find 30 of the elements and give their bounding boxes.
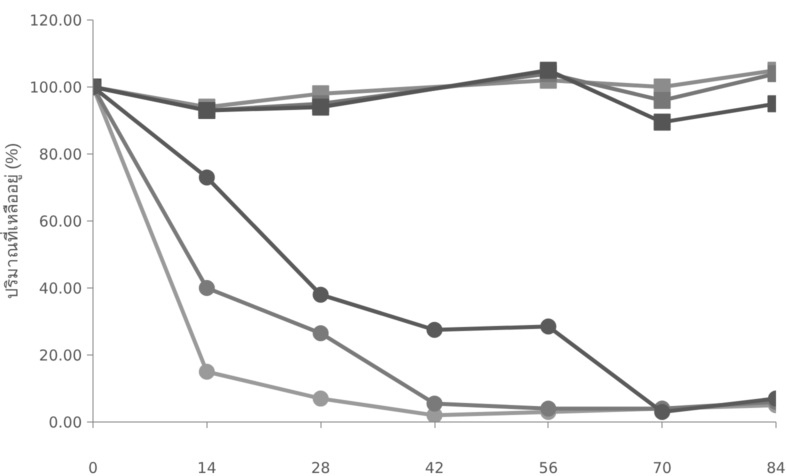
- x-tick-label: 56: [538, 459, 558, 476]
- x-tick-label: 28: [311, 459, 330, 476]
- point: [198, 364, 215, 380]
- point: [540, 318, 556, 335]
- point: [540, 400, 556, 417]
- point: [654, 92, 671, 109]
- point: [312, 390, 329, 407]
- y-tick-label: 80.00: [39, 146, 82, 164]
- x-tick-label: 84: [766, 459, 786, 476]
- y-tick-label: 40.00: [39, 280, 82, 298]
- point: [654, 114, 671, 131]
- y-tick-label: 60.00: [39, 212, 82, 230]
- x-tick-label: 70: [652, 459, 672, 476]
- point: [654, 404, 670, 420]
- point: [198, 169, 215, 186]
- y-tick-label: 100.00: [30, 78, 82, 96]
- x-tick-label: 0: [88, 459, 98, 476]
- x-tick-label: 14: [197, 459, 216, 476]
- point: [540, 62, 557, 79]
- x-tick-label: 42: [424, 459, 444, 476]
- y-tick-label: 20.00: [39, 346, 82, 364]
- point: [198, 280, 215, 296]
- point: [426, 396, 442, 412]
- y-axis-title: ปริมาณที่เหลืออยู่ (%): [0, 142, 23, 300]
- point: [312, 98, 330, 116]
- point: [312, 325, 329, 342]
- point: [426, 322, 442, 338]
- y-tick-label: 0.00: [48, 414, 82, 432]
- y-tick-label: 120.00: [30, 12, 82, 30]
- point: [312, 286, 329, 303]
